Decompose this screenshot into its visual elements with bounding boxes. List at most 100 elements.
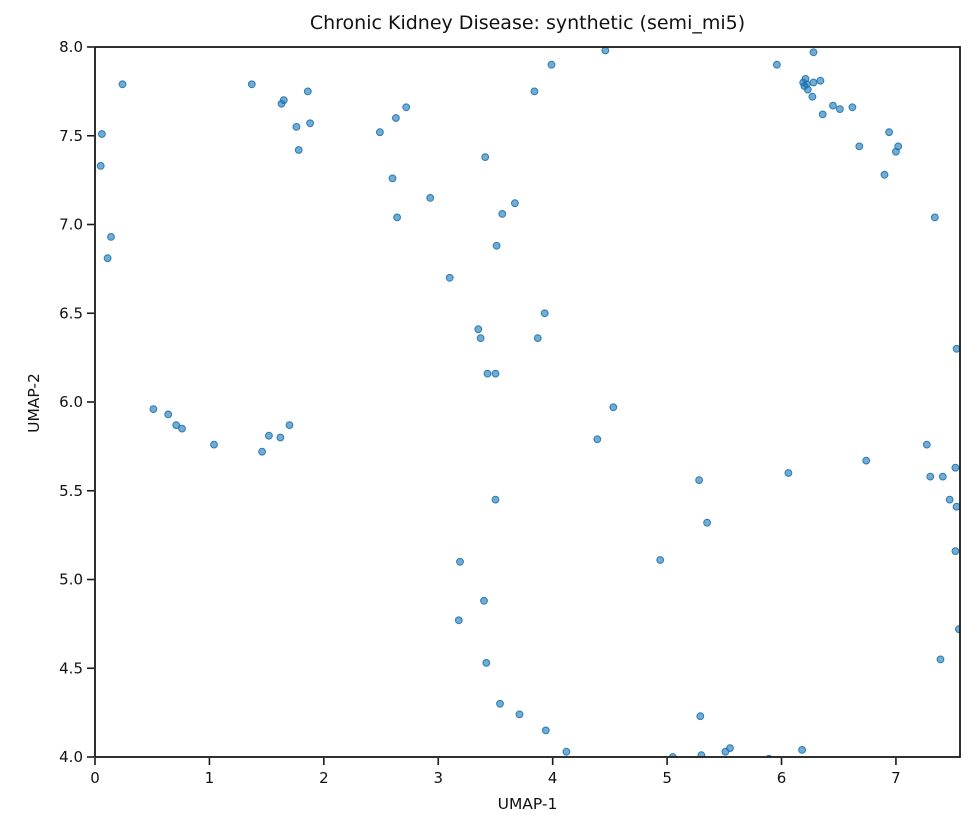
data-point <box>721 747 730 756</box>
svg-text:1: 1 <box>205 769 215 787</box>
data-point <box>540 309 549 318</box>
svg-text:5.0: 5.0 <box>59 571 83 589</box>
data-point <box>511 199 519 208</box>
data-point <box>474 325 483 334</box>
data-point <box>164 410 173 419</box>
data-point <box>107 233 115 241</box>
data-point <box>476 334 485 343</box>
data-point <box>426 194 435 202</box>
data-point <box>98 130 106 138</box>
data-point <box>798 746 806 754</box>
data-point <box>306 119 315 128</box>
svg-text:6.5: 6.5 <box>59 304 83 322</box>
data-point <box>562 747 571 756</box>
data-point <box>492 241 501 250</box>
data-point <box>773 60 781 69</box>
data-point <box>482 659 491 667</box>
data-point <box>530 87 539 96</box>
data-point <box>880 170 889 179</box>
data-point <box>784 469 793 477</box>
data-point <box>809 78 818 87</box>
x-axis-label: UMAP-1 <box>497 795 558 813</box>
data-point <box>445 273 454 282</box>
svg-text:5: 5 <box>662 769 672 787</box>
svg-text:4.0: 4.0 <box>59 748 83 766</box>
data-point <box>277 99 286 108</box>
data-point <box>945 495 954 504</box>
data-point <box>285 421 294 430</box>
svg-text:5.5: 5.5 <box>59 482 83 500</box>
data-point <box>547 60 556 69</box>
data-point <box>388 174 397 183</box>
data-point <box>855 142 864 151</box>
data-point <box>96 162 105 170</box>
data-point <box>303 87 312 96</box>
data-point <box>481 153 490 162</box>
data-point <box>491 369 500 378</box>
data-point <box>951 547 960 555</box>
svg-text:8.0: 8.0 <box>59 38 83 56</box>
data-point <box>848 103 857 112</box>
scatter-points <box>96 47 960 757</box>
data-point <box>809 48 818 57</box>
data-point <box>936 655 945 664</box>
data-point <box>483 369 492 378</box>
data-point <box>118 80 127 89</box>
y-axis-ticks: 4.0 4.5 5.0 5.5 6.0 6.5 7.0 7.5 8.0 <box>59 38 94 766</box>
svg-text:4.5: 4.5 <box>59 659 83 677</box>
data-point <box>952 502 960 511</box>
data-point <box>808 92 817 101</box>
data-point <box>172 421 181 430</box>
data-point <box>491 495 500 504</box>
data-point <box>930 213 939 222</box>
data-point <box>593 435 602 444</box>
data-point <box>952 344 960 353</box>
data-point <box>265 431 273 440</box>
data-point <box>818 110 827 119</box>
svg-text:3: 3 <box>433 769 443 787</box>
data-point <box>541 726 550 735</box>
data-point <box>938 472 947 481</box>
data-point <box>951 463 960 472</box>
data-point <box>498 210 507 218</box>
data-point <box>695 476 703 485</box>
data-point <box>829 101 837 110</box>
svg-text:6.0: 6.0 <box>59 393 83 411</box>
data-point <box>696 712 705 721</box>
data-point <box>392 114 400 122</box>
data-point <box>703 518 711 527</box>
data-point <box>926 472 935 481</box>
data-point <box>292 123 301 131</box>
data-point <box>393 213 402 222</box>
data-point <box>480 596 488 605</box>
data-point <box>515 710 524 719</box>
data-point <box>247 80 256 89</box>
svg-text:4: 4 <box>548 769 558 787</box>
data-point <box>149 405 158 414</box>
data-point <box>885 128 893 137</box>
data-point <box>609 403 618 412</box>
data-point <box>803 85 812 94</box>
data-point <box>294 146 303 154</box>
data-point <box>103 254 112 263</box>
x-axis-ticks: 0 1 2 3 4 5 6 7 <box>90 758 901 787</box>
svg-text:2: 2 <box>319 769 329 787</box>
svg-text:7.0: 7.0 <box>59 216 83 234</box>
svg-text:7.5: 7.5 <box>59 127 83 145</box>
data-point <box>210 440 218 449</box>
data-point <box>496 699 504 708</box>
data-point <box>601 47 610 55</box>
data-point <box>402 103 411 112</box>
data-point <box>816 76 825 85</box>
data-point <box>892 147 900 156</box>
data-point <box>376 128 384 137</box>
data-point <box>456 557 464 566</box>
data-point <box>862 456 871 465</box>
data-point <box>276 433 285 442</box>
plot-border <box>94 46 961 758</box>
data-point <box>697 751 706 757</box>
data-point <box>836 105 844 113</box>
data-point <box>922 440 931 449</box>
